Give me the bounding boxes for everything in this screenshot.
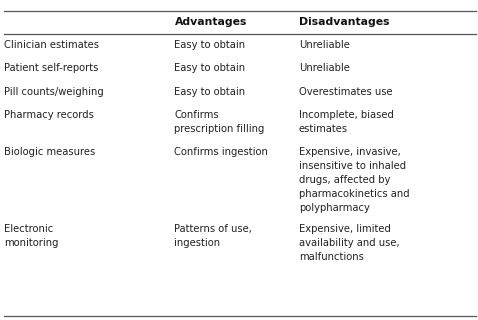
Text: Expensive, invasive,
insensitive to inhaled
drugs, affected by
pharmacokinetics : Expensive, invasive, insensitive to inha… xyxy=(299,147,409,213)
Text: Confirms ingestion: Confirms ingestion xyxy=(174,147,268,157)
Text: Easy to obtain: Easy to obtain xyxy=(174,87,246,97)
Text: Confirms
prescription filling: Confirms prescription filling xyxy=(174,110,265,134)
Text: Overestimates use: Overestimates use xyxy=(299,87,392,97)
Text: Biologic measures: Biologic measures xyxy=(4,147,95,157)
Text: Patterns of use,
ingestion: Patterns of use, ingestion xyxy=(174,224,252,248)
Text: Disadvantages: Disadvantages xyxy=(299,17,389,28)
Text: Electronic
monitoring: Electronic monitoring xyxy=(4,224,58,248)
Text: Easy to obtain: Easy to obtain xyxy=(174,63,246,73)
Text: Unreliable: Unreliable xyxy=(299,40,349,50)
Text: Patient self-reports: Patient self-reports xyxy=(4,63,98,73)
Text: Incomplete, biased
estimates: Incomplete, biased estimates xyxy=(299,110,393,134)
Text: Expensive, limited
availability and use,
malfunctions: Expensive, limited availability and use,… xyxy=(299,224,400,262)
Text: Pill counts/weighing: Pill counts/weighing xyxy=(4,87,104,97)
Text: Easy to obtain: Easy to obtain xyxy=(174,40,246,50)
Text: Pharmacy records: Pharmacy records xyxy=(4,110,94,120)
Text: Advantages: Advantages xyxy=(174,17,247,28)
Text: Clinician estimates: Clinician estimates xyxy=(4,40,99,50)
Text: Unreliable: Unreliable xyxy=(299,63,349,73)
